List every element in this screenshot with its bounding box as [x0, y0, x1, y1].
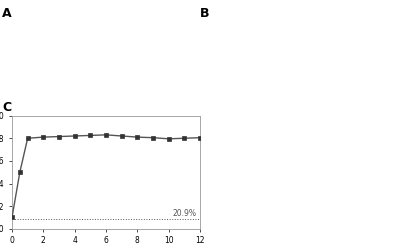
Text: A: A	[2, 7, 12, 20]
Text: C: C	[2, 101, 11, 114]
Text: B: B	[200, 7, 210, 20]
Text: 20.9%: 20.9%	[173, 209, 197, 218]
